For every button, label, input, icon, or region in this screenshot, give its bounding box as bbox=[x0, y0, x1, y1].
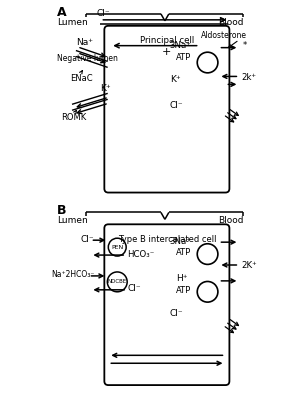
Text: Aldosterone: Aldosterone bbox=[201, 31, 247, 40]
Text: K⁺: K⁺ bbox=[170, 75, 181, 84]
Text: Lumen: Lumen bbox=[57, 18, 88, 27]
Text: ROMK: ROMK bbox=[61, 113, 86, 121]
Text: Cl⁻: Cl⁻ bbox=[170, 309, 184, 318]
Text: Blood: Blood bbox=[218, 216, 243, 225]
Text: NDCBE: NDCBE bbox=[108, 279, 127, 284]
Text: +: + bbox=[162, 46, 172, 57]
Text: 2K⁺: 2K⁺ bbox=[241, 262, 257, 270]
Text: 2k⁺: 2k⁺ bbox=[241, 73, 256, 82]
Text: PEN: PEN bbox=[111, 245, 123, 250]
Text: HCO₃⁻: HCO₃⁻ bbox=[127, 250, 154, 258]
Text: ENaC: ENaC bbox=[70, 74, 93, 83]
Text: K⁺: K⁺ bbox=[100, 84, 111, 93]
Text: Type B intercalated cell: Type B intercalated cell bbox=[118, 235, 216, 244]
Text: Na⁺: Na⁺ bbox=[76, 38, 94, 47]
Text: Cl⁻: Cl⁻ bbox=[127, 284, 141, 293]
Text: A: A bbox=[57, 6, 66, 19]
FancyBboxPatch shape bbox=[104, 26, 230, 193]
Text: Na⁺2HCO₃⁻: Na⁺2HCO₃⁻ bbox=[51, 270, 94, 279]
Text: Cl⁻: Cl⁻ bbox=[170, 101, 184, 110]
Text: H⁺: H⁺ bbox=[176, 274, 187, 283]
Text: Cl⁻: Cl⁻ bbox=[80, 235, 94, 244]
Text: *: * bbox=[243, 41, 247, 50]
Text: Blood: Blood bbox=[218, 18, 243, 27]
Text: 3Na⁺: 3Na⁺ bbox=[170, 41, 192, 50]
Text: B: B bbox=[57, 204, 66, 218]
FancyBboxPatch shape bbox=[104, 224, 230, 385]
Text: ATP: ATP bbox=[176, 248, 191, 256]
Text: ATP: ATP bbox=[176, 53, 191, 62]
Text: Principal cell: Principal cell bbox=[140, 36, 194, 45]
Text: ATP: ATP bbox=[176, 286, 191, 295]
Text: 3Na⁺: 3Na⁺ bbox=[170, 237, 192, 246]
Text: Negative lumen: Negative lumen bbox=[57, 54, 118, 63]
Text: Cl⁻: Cl⁻ bbox=[96, 9, 110, 18]
Text: Lumen: Lumen bbox=[57, 216, 88, 225]
